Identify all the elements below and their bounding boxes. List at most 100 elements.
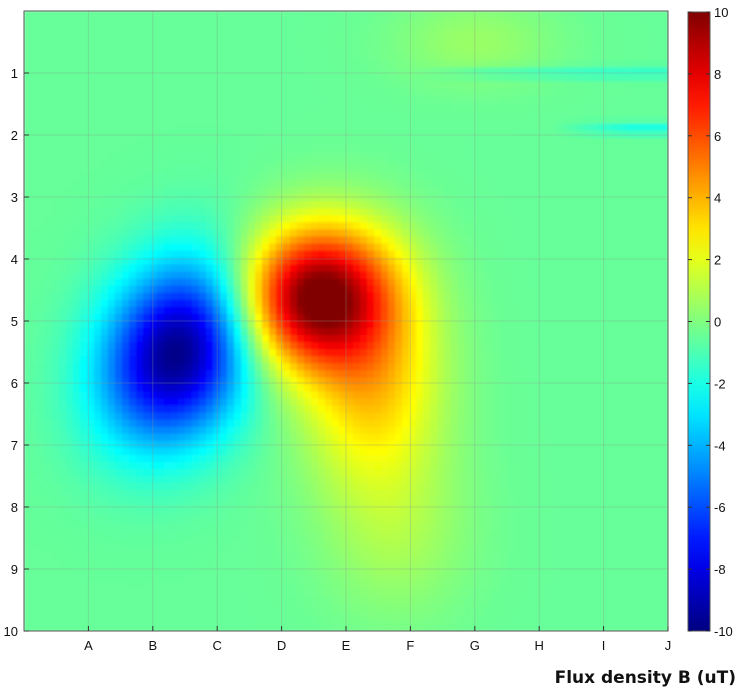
heatmap-cell bbox=[458, 257, 466, 266]
heatmap-cell bbox=[409, 88, 417, 97]
heatmap-cell bbox=[346, 285, 354, 294]
heatmap-cell bbox=[563, 123, 571, 132]
heatmap-cell bbox=[185, 215, 193, 223]
heatmap-cell bbox=[192, 313, 200, 322]
heatmap-cell bbox=[325, 46, 333, 54]
heatmap-cell bbox=[304, 95, 312, 104]
heatmap-cell bbox=[101, 46, 109, 54]
heatmap-cell bbox=[395, 363, 403, 371]
heatmap-cell bbox=[458, 271, 466, 280]
heatmap-cell bbox=[206, 299, 214, 308]
heatmap-cell bbox=[332, 109, 340, 118]
heatmap-cell bbox=[360, 130, 368, 139]
heatmap-cell bbox=[339, 278, 347, 287]
heatmap-cell bbox=[661, 257, 668, 266]
heatmap-cell bbox=[311, 116, 319, 125]
heatmap-cell bbox=[290, 158, 298, 167]
heatmap-cell bbox=[339, 328, 347, 336]
heatmap-cell bbox=[290, 370, 298, 378]
heatmap-cell bbox=[94, 229, 102, 238]
heatmap-cell bbox=[178, 11, 186, 19]
heatmap-cell bbox=[171, 321, 179, 329]
heatmap-cell bbox=[115, 95, 123, 104]
heatmap-cell bbox=[584, 123, 592, 132]
heatmap-cell bbox=[45, 243, 53, 252]
heatmap-cell bbox=[262, 292, 270, 301]
heatmap-cell bbox=[514, 321, 522, 329]
heatmap-cell bbox=[360, 370, 368, 378]
heatmap-cell bbox=[479, 173, 487, 181]
heatmap-cell bbox=[486, 285, 494, 294]
heatmap-cell bbox=[535, 18, 543, 26]
heatmap-cell bbox=[318, 144, 326, 153]
heatmap-cell bbox=[101, 356, 109, 364]
heatmap-cell bbox=[157, 335, 165, 343]
heatmap-cell bbox=[38, 67, 46, 76]
heatmap-cell bbox=[304, 243, 312, 252]
heatmap-cell bbox=[507, 151, 515, 160]
heatmap-cell bbox=[73, 264, 81, 273]
heatmap-cell bbox=[220, 377, 228, 386]
heatmap-cell bbox=[472, 123, 480, 132]
heatmap-cell bbox=[318, 201, 326, 209]
heatmap-cell bbox=[367, 257, 375, 266]
heatmap-cell bbox=[591, 25, 599, 33]
heatmap-cell bbox=[577, 292, 585, 301]
heatmap-cell bbox=[605, 137, 613, 146]
heatmap-cell bbox=[45, 144, 53, 153]
heatmap-cell bbox=[626, 173, 634, 181]
heatmap-cell bbox=[388, 144, 396, 153]
heatmap-cell bbox=[430, 257, 438, 266]
heatmap-cell bbox=[458, 363, 466, 371]
heatmap-cell bbox=[115, 208, 123, 216]
heatmap-cell bbox=[325, 74, 333, 83]
heatmap-cell bbox=[157, 278, 165, 287]
heatmap-cell bbox=[101, 130, 109, 139]
heatmap-cell bbox=[143, 328, 151, 336]
heatmap-cell bbox=[535, 123, 543, 132]
heatmap-cell bbox=[129, 342, 137, 350]
heatmap-cell bbox=[185, 285, 193, 294]
heatmap-cell bbox=[45, 194, 53, 202]
heatmap-cell bbox=[248, 306, 256, 315]
heatmap-cell bbox=[255, 46, 263, 54]
heatmap-cell bbox=[80, 356, 88, 364]
heatmap-cell bbox=[570, 137, 578, 146]
heatmap-cell bbox=[157, 391, 165, 400]
heatmap-cell bbox=[178, 39, 186, 47]
heatmap-cell bbox=[45, 250, 53, 259]
heatmap-cell bbox=[38, 102, 46, 111]
heatmap-cell bbox=[94, 328, 102, 336]
heatmap-cell bbox=[122, 25, 130, 33]
heatmap-cell bbox=[325, 243, 333, 252]
heatmap-cell bbox=[311, 46, 319, 54]
heatmap-cell bbox=[535, 25, 543, 33]
heatmap-cell bbox=[101, 377, 109, 386]
heatmap-cell bbox=[227, 39, 235, 47]
heatmap-cell bbox=[157, 222, 165, 231]
heatmap-cell bbox=[248, 53, 256, 61]
heatmap-cell bbox=[311, 151, 319, 160]
heatmap-cell bbox=[563, 53, 571, 61]
heatmap-cell bbox=[458, 335, 466, 343]
heatmap-cell bbox=[423, 130, 431, 139]
heatmap-cell bbox=[507, 370, 515, 378]
heatmap-cell bbox=[479, 25, 487, 33]
heatmap-cell bbox=[465, 194, 473, 202]
heatmap-cell bbox=[605, 123, 613, 132]
heatmap-cell bbox=[234, 201, 242, 209]
heatmap-cell bbox=[612, 53, 620, 61]
heatmap-cell bbox=[570, 144, 578, 153]
heatmap-cell bbox=[115, 116, 123, 125]
heatmap-cell bbox=[297, 363, 305, 371]
heatmap-cell bbox=[45, 166, 53, 174]
heatmap-cell bbox=[479, 187, 487, 195]
heatmap-cell bbox=[129, 349, 137, 357]
heatmap-cell bbox=[381, 313, 389, 322]
heatmap-cell bbox=[360, 123, 368, 132]
heatmap-cell bbox=[101, 187, 109, 195]
heatmap-cell bbox=[220, 194, 228, 202]
heatmap-cell bbox=[556, 299, 564, 308]
heatmap-cell bbox=[66, 39, 74, 47]
heatmap-cell bbox=[395, 215, 403, 223]
